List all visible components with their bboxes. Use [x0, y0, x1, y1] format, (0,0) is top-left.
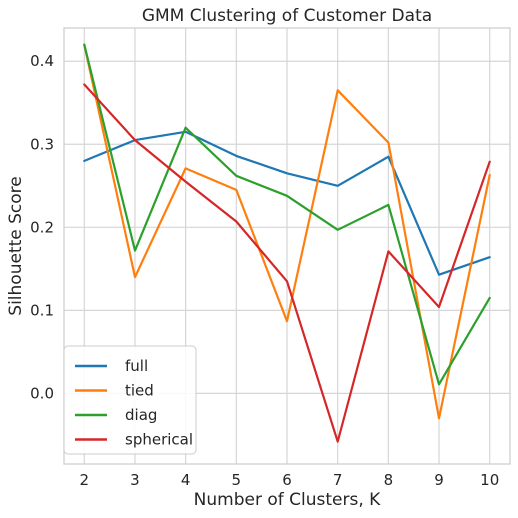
y-tick-label: 0.2	[30, 218, 54, 236]
series-line-full	[83, 130, 491, 276]
legend-label-diag: diag	[125, 406, 157, 424]
plot-frame	[63, 27, 511, 465]
legend-box	[63, 345, 197, 455]
x-tick-label: 3	[130, 471, 140, 489]
x-tick-label: 2	[79, 471, 89, 489]
x-tick-label: 8	[384, 471, 394, 489]
series-line-spherical	[83, 83, 491, 443]
y-tick-label: 0.4	[30, 52, 54, 70]
legend-label-full: full	[125, 357, 148, 375]
y-tick-label: 0.0	[30, 384, 54, 402]
y-tick-label: 0.3	[30, 135, 54, 153]
x-tick-label: 10	[480, 471, 499, 489]
legend: full tied diag spherical	[63, 345, 197, 455]
legend-label-tied: tied	[125, 382, 154, 400]
series-layer	[83, 43, 491, 443]
y-tick-label: 0.1	[30, 301, 54, 319]
x-tick-label: 5	[232, 471, 242, 489]
x-axis-label: Number of Clusters, K	[194, 490, 381, 510]
grid-layer	[64, 28, 510, 464]
x-tick-label: 7	[333, 471, 343, 489]
chart-title: GMM Clustering of Customer Data	[142, 6, 432, 26]
series-line-diag	[83, 43, 491, 386]
legend-label-spherical: spherical	[125, 431, 193, 449]
x-tick-label: 9	[434, 471, 444, 489]
x-tick-label: 6	[282, 471, 292, 489]
ticks-layer: 2 3 4 5 6 7 8 9 10 0.0 0.1 0.2 0.3 0.4	[30, 52, 499, 489]
x-tick-label: 4	[181, 471, 191, 489]
y-axis-label: Silhouette Score	[6, 176, 26, 315]
